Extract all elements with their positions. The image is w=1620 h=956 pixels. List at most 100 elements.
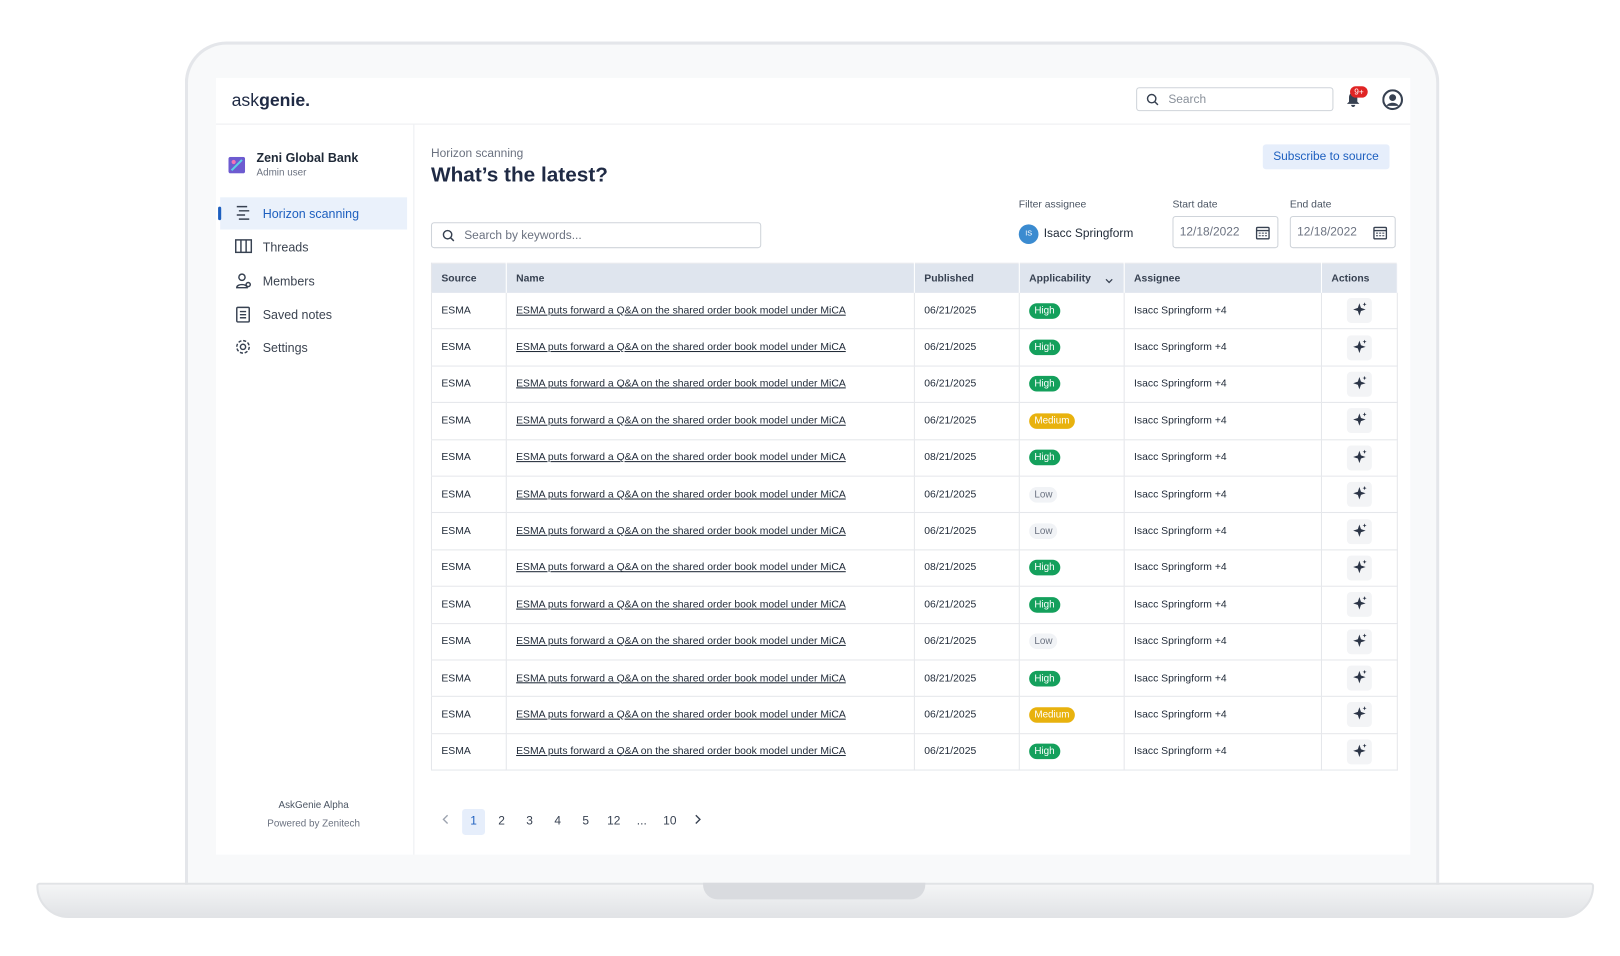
name-link[interactable]: ESMA puts forward a Q&A on the shared or…	[506, 476, 915, 514]
nav-item[interactable]: Settings	[220, 331, 407, 363]
nav-item[interactable]: Horizon scanning	[218, 197, 408, 230]
page-button[interactable]: 3	[526, 815, 533, 828]
column-header: Source	[431, 263, 507, 293]
nav-item[interactable]: Threads	[220, 231, 407, 263]
column-header-label: Applicability	[1029, 272, 1091, 285]
nav-label: Saved notes	[262, 307, 333, 322]
page-button[interactable]: 2	[498, 815, 505, 828]
assignee-cell: Isacc Springform +4	[1124, 402, 1323, 440]
icon	[1353, 412, 1367, 427]
assignee-cell: Isacc Springform +4	[1124, 623, 1323, 661]
assignee-cell: Isacc Springform +4	[1124, 659, 1323, 698]
logo[interactable]: askgenie.	[232, 90, 311, 111]
table-row: ESMA ESMA puts forward a Q&A on the share…	[431, 476, 1398, 514]
actions-cell	[1321, 549, 1398, 587]
icon	[695, 814, 701, 825]
org-name: Zeni Global Bank	[256, 150, 359, 166]
ai-action-button[interactable]	[1346, 482, 1372, 507]
name-link[interactable]: ESMA puts forward a Q&A on the shared or…	[506, 292, 915, 330]
ai-action-button[interactable]	[1346, 629, 1372, 654]
icon	[1353, 449, 1367, 463]
nav-item[interactable]: Saved notes	[220, 298, 407, 330]
subscribe-button[interactable]: Subscribe to source	[1262, 144, 1390, 170]
table-row: ESMA ESMA puts forward a Q&A on the share…	[431, 439, 1398, 477]
search-icon	[442, 229, 455, 242]
prev-page[interactable]	[434, 809, 457, 835]
next-page[interactable]	[686, 809, 709, 835]
icon	[1353, 596, 1367, 610]
name-link[interactable]: ESMA puts forward a Q&A on the shared or…	[506, 659, 915, 698]
ai-action-button[interactable]	[1346, 334, 1372, 360]
name-link[interactable]: ESMA puts forward a Q&A on the shared or…	[506, 329, 915, 367]
name-link[interactable]: ESMA puts forward a Q&A on the shared or…	[506, 696, 915, 734]
end-date-input[interactable]: 12/18/2022	[1289, 216, 1396, 249]
ai-action-button[interactable]	[1346, 518, 1372, 544]
applicability-pill: High	[1029, 339, 1060, 356]
global-search[interactable]: Search	[1136, 87, 1334, 112]
ai-action-button[interactable]	[1346, 298, 1372, 324]
name-link[interactable]: ESMA puts forward a Q&A on the shared or…	[506, 439, 915, 477]
ai-action-button[interactable]	[1346, 739, 1372, 765]
icon	[1353, 522, 1367, 537]
applicability-pill: High	[1029, 670, 1060, 687]
icon	[1353, 486, 1367, 500]
name-link[interactable]: ESMA puts forward a Q&A on the shared or…	[506, 733, 915, 771]
page-button[interactable]: 12	[607, 815, 621, 828]
applicability-cell: High	[1019, 586, 1125, 624]
page-button[interactable]: 1	[462, 808, 485, 835]
ai-action-button[interactable]	[1346, 555, 1372, 581]
profile-icon[interactable]	[1382, 89, 1404, 111]
assignee-cell: Isacc Springform +4	[1124, 292, 1323, 330]
start-date-input[interactable]: 12/18/2022	[1172, 216, 1279, 249]
actions-cell	[1321, 512, 1398, 551]
table-row: ESMA ESMA puts forward a Q&A on the share…	[431, 733, 1398, 771]
assignee-cell: Isacc Springform +4	[1124, 733, 1323, 771]
table-row: ESMA ESMA puts forward a Q&A on the share…	[431, 512, 1398, 551]
name-link[interactable]: ESMA puts forward a Q&A on the shared or…	[506, 402, 915, 440]
page-button[interactable]: ...	[636, 815, 647, 828]
assignee-filter[interactable]: Isacc Springform	[1043, 227, 1134, 240]
source-cell: ESMA	[431, 659, 507, 698]
table-row: ESMA ESMA puts forward a Q&A on the share…	[431, 696, 1398, 734]
column-header-label: Actions	[1331, 272, 1370, 285]
page-button[interactable]: 5	[582, 815, 590, 828]
table-row: ESMA ESMA puts forward a Q&A on the share…	[431, 402, 1398, 440]
keyword-search[interactable]: Search by keywords...	[430, 222, 762, 249]
published-cell: 06/21/2025	[914, 292, 1020, 330]
ai-action-button[interactable]	[1346, 702, 1372, 728]
table-row: ESMA ESMA puts forward a Q&A on the share…	[431, 329, 1398, 367]
name-link[interactable]: ESMA puts forward a Q&A on the shared or…	[506, 586, 915, 624]
assignee-cell: Isacc Springform +4	[1124, 329, 1323, 367]
ai-action-button[interactable]	[1346, 408, 1372, 434]
page-button[interactable]: 4	[554, 815, 562, 828]
ai-action-button[interactable]	[1346, 445, 1372, 471]
column-header-label: Published	[924, 272, 974, 285]
applicability-cell: Low	[1019, 623, 1125, 661]
ai-action-button[interactable]	[1346, 371, 1372, 397]
end-date-value: 12/18/2022	[1297, 226, 1357, 239]
column-header[interactable]: Applicability	[1019, 263, 1125, 293]
column-header: Assignee	[1124, 263, 1323, 293]
published-cell: 06/21/2025	[914, 402, 1020, 440]
name-link[interactable]: ESMA puts forward a Q&A on the shared or…	[506, 512, 915, 551]
icon	[442, 814, 449, 825]
applicability-cell: High	[1019, 329, 1125, 367]
assignee-cell: Isacc Springform +4	[1124, 476, 1323, 514]
actions-cell	[1321, 696, 1398, 734]
name-link[interactable]: ESMA puts forward a Q&A on the shared or…	[506, 365, 915, 404]
name-link[interactable]: ESMA puts forward a Q&A on the shared or…	[506, 623, 915, 661]
actions-cell	[1321, 365, 1398, 404]
column-header: Actions	[1321, 263, 1398, 293]
name-link[interactable]: ESMA puts forward a Q&A on the shared or…	[506, 549, 915, 587]
org-icon	[228, 156, 246, 174]
table-row: ESMA ESMA puts forward a Q&A on the share…	[431, 659, 1398, 698]
page-button[interactable]: 10	[663, 815, 677, 828]
ai-action-button[interactable]	[1346, 665, 1372, 691]
icon	[236, 205, 250, 220]
table-row: ESMA ESMA puts forward a Q&A on the share…	[431, 292, 1398, 330]
nav-item[interactable]: Members	[220, 264, 407, 296]
applicability-pill: Low	[1029, 486, 1058, 503]
ai-action-button[interactable]	[1346, 592, 1372, 618]
applicability-pill: High	[1029, 596, 1060, 613]
